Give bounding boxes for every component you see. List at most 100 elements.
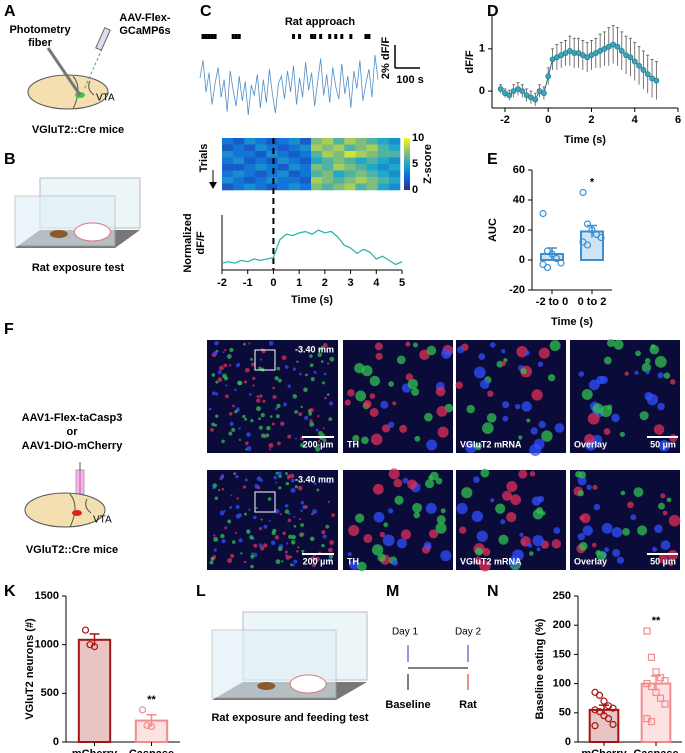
heat-cell (266, 170, 278, 178)
colorbar-label: Z-score (422, 144, 434, 184)
brain (24, 492, 106, 528)
cell (317, 415, 320, 418)
heat-cell (355, 138, 367, 145)
cell (300, 523, 305, 527)
cell (290, 478, 295, 483)
cell (669, 379, 676, 385)
cell (252, 376, 256, 380)
cell (238, 438, 242, 441)
cell (327, 362, 330, 365)
heat-cell (377, 170, 390, 178)
point (656, 694, 665, 702)
scale-label: 2% dF/F (380, 37, 392, 79)
cell (553, 527, 561, 534)
cell (396, 355, 406, 365)
cell (244, 417, 248, 421)
panel-letter: C (200, 3, 212, 20)
cell (399, 424, 408, 433)
cell (280, 421, 285, 426)
cell (211, 422, 216, 427)
event-mark (364, 34, 368, 39)
event-mark (313, 34, 317, 39)
cell (654, 355, 667, 368)
point (661, 700, 669, 708)
cell (234, 472, 237, 475)
cell (217, 370, 222, 375)
point (583, 220, 592, 228)
cell (577, 533, 585, 541)
cell (316, 488, 320, 492)
cell (478, 353, 486, 361)
cell (407, 378, 418, 390)
panel-letter: N (487, 583, 499, 600)
heat-cell (222, 183, 234, 191)
cell (347, 552, 352, 557)
cell (278, 486, 282, 490)
cell (347, 389, 355, 397)
significance: ** (652, 615, 661, 627)
cell (245, 441, 249, 446)
label: 50 µm (650, 556, 676, 566)
point (643, 627, 651, 635)
heat-cell (255, 164, 267, 171)
point (583, 241, 592, 249)
heat-cell (277, 170, 290, 178)
cell (328, 554, 334, 559)
cell (235, 407, 240, 412)
heat-cell (277, 177, 290, 184)
point (579, 188, 587, 197)
cell (582, 525, 593, 536)
cell (277, 378, 282, 383)
heat-cell (299, 138, 312, 145)
cell (229, 364, 232, 367)
cell (377, 553, 386, 562)
cell (521, 401, 532, 412)
cell (584, 433, 595, 445)
fiber (46, 47, 82, 96)
heat-cell (322, 157, 334, 165)
heat-cell (299, 170, 312, 178)
cell (215, 380, 219, 384)
cell (436, 515, 446, 525)
label: -3.40 mm (295, 344, 334, 354)
heat-cell (244, 177, 256, 184)
cell (501, 490, 513, 501)
cell (272, 394, 277, 400)
heat-cell (377, 138, 390, 145)
cell (234, 410, 238, 414)
cell (428, 529, 439, 539)
cell (262, 399, 266, 403)
cell (296, 360, 299, 363)
cell (425, 502, 437, 514)
cell (284, 365, 289, 369)
x-tick-label: -2 to 0 (536, 296, 568, 308)
cell (604, 547, 610, 552)
cell (212, 483, 218, 488)
cell (635, 350, 641, 357)
cell (437, 426, 449, 438)
point (506, 92, 513, 99)
cell (357, 561, 367, 572)
heat-cell (388, 157, 401, 165)
cell (213, 536, 219, 542)
cell (411, 387, 420, 396)
cell (253, 515, 257, 520)
cell (405, 373, 414, 381)
cell (456, 502, 468, 515)
cell (211, 373, 216, 377)
cell (259, 358, 262, 361)
heat-cell (322, 164, 334, 171)
cell (229, 347, 234, 353)
cell (322, 381, 326, 385)
cell (481, 422, 494, 434)
cell (592, 403, 604, 414)
cell (268, 519, 271, 522)
heat-cell (288, 177, 301, 184)
cell (235, 475, 239, 479)
cell (281, 560, 284, 563)
cell (249, 393, 252, 396)
cell (327, 547, 333, 553)
heat-cell (388, 170, 401, 178)
point (652, 668, 660, 676)
